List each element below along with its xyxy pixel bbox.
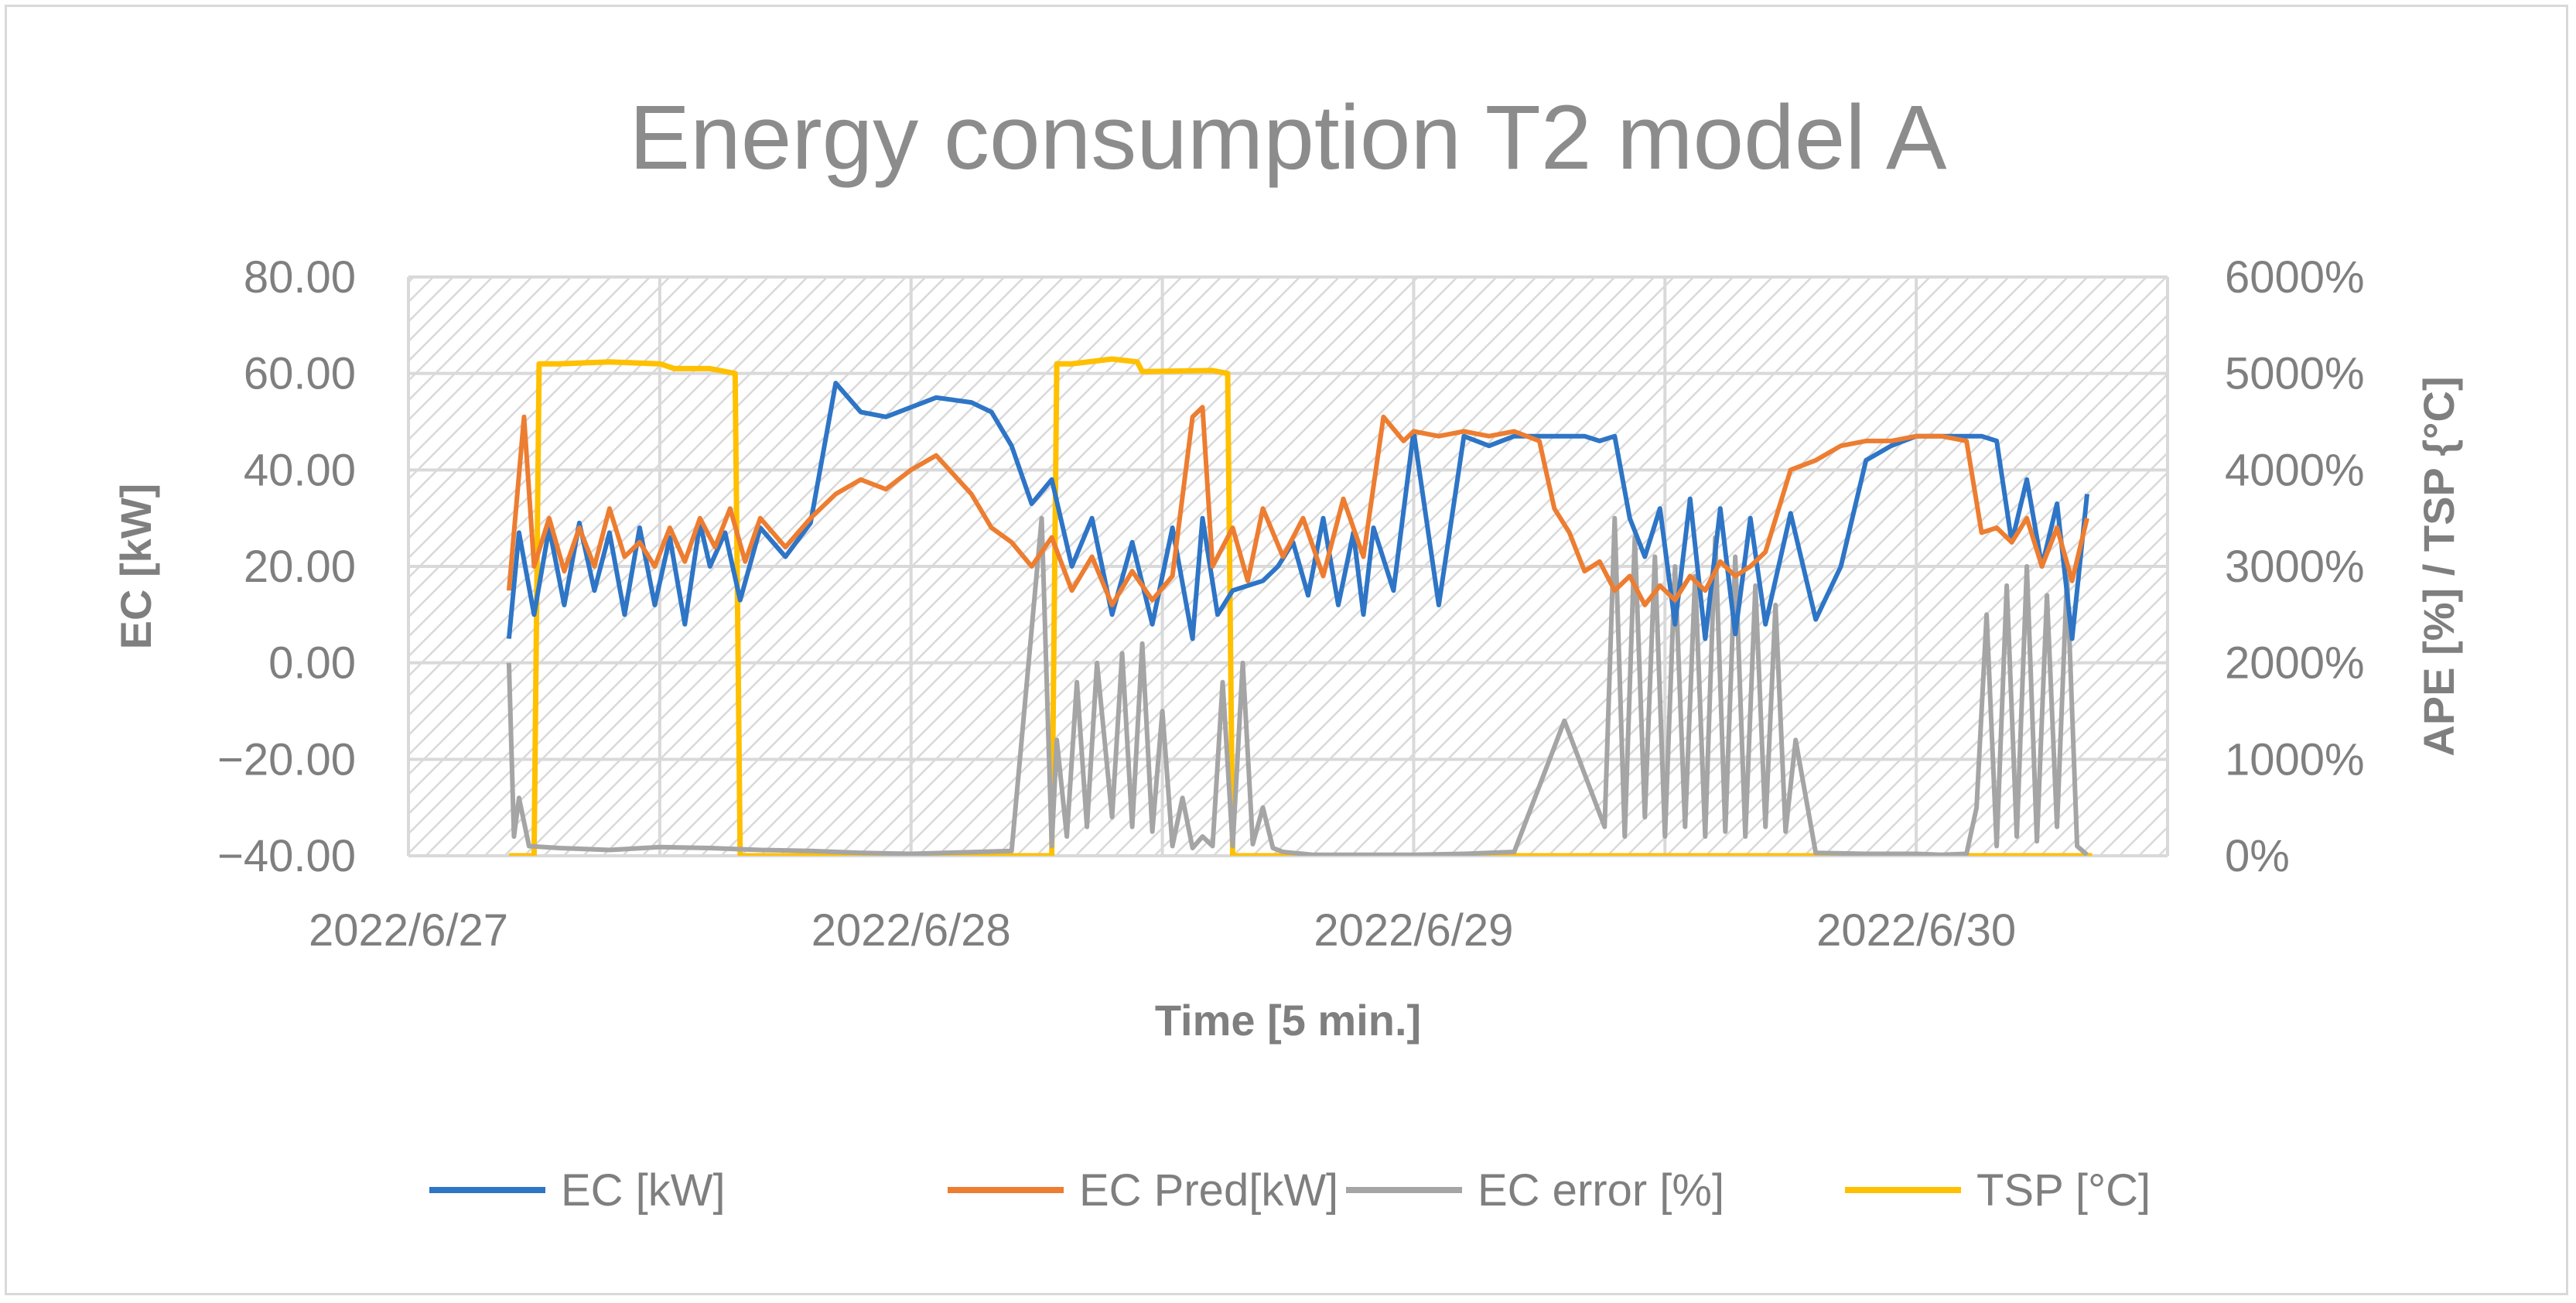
legend-label: EC [kW]	[561, 1165, 726, 1216]
y-tick-label: 80.00	[244, 252, 356, 303]
x-tick-label: 2022/6/29	[1314, 905, 1513, 956]
x-tick-label: 2022/6/30	[1816, 905, 2016, 956]
series-line-ec-error	[506, 515, 2089, 856]
y2-axis-ticks: 6000% 5000% 4000% 3000% 2000% 1000% 0%	[2225, 252, 2365, 881]
series-line-ec-kw	[506, 381, 2089, 641]
chart-title: Energy consumption T2 model A	[629, 87, 1947, 189]
y-axis-title: EC [kW]	[111, 484, 160, 650]
x-tick-label: 2022/6/27	[309, 905, 508, 956]
x-axis-ticks: 2022/6/27 2022/6/28 2022/6/29 2022/6/30	[309, 905, 2016, 956]
series-layer	[506, 356, 2093, 856]
legend-label: EC Pred[kW]	[1079, 1165, 1338, 1216]
y-tick-label: 20.00	[244, 542, 356, 592]
y-tick-label: −20.00	[217, 734, 356, 785]
y2-tick-label: 5000%	[2225, 349, 2365, 399]
y2-tick-label: 0%	[2225, 831, 2290, 881]
y2-axis-title: APE [%] / TSP {°C]	[2414, 376, 2463, 756]
x-axis-title: Time [5 min.]	[1155, 996, 1421, 1045]
series-line-ec-pred-kw	[506, 405, 2089, 607]
y-axis-ticks: 80.00 60.00 40.00 20.00 0.00 −20.00 −40.00	[217, 252, 356, 881]
y2-tick-label: 4000%	[2225, 445, 2365, 495]
legend-label: EC error [%]	[1478, 1165, 1724, 1216]
legend: EC [kW] EC Pred[kW] EC error [%] TSP [°C]	[429, 1165, 2151, 1216]
y2-tick-label: 6000%	[2225, 252, 2365, 303]
y-tick-label: 60.00	[244, 349, 356, 399]
y2-tick-label: 1000%	[2225, 734, 2365, 785]
y-tick-label: 0.00	[268, 638, 356, 689]
legend-label: TSP [°C]	[1976, 1165, 2151, 1216]
y2-tick-label: 2000%	[2225, 638, 2365, 689]
y-tick-label: 40.00	[244, 445, 356, 495]
y-tick-label: −40.00	[217, 831, 356, 881]
y2-tick-label: 3000%	[2225, 542, 2365, 592]
x-tick-label: 2022/6/28	[811, 905, 1011, 956]
series-line-tsp-c	[508, 356, 2093, 856]
